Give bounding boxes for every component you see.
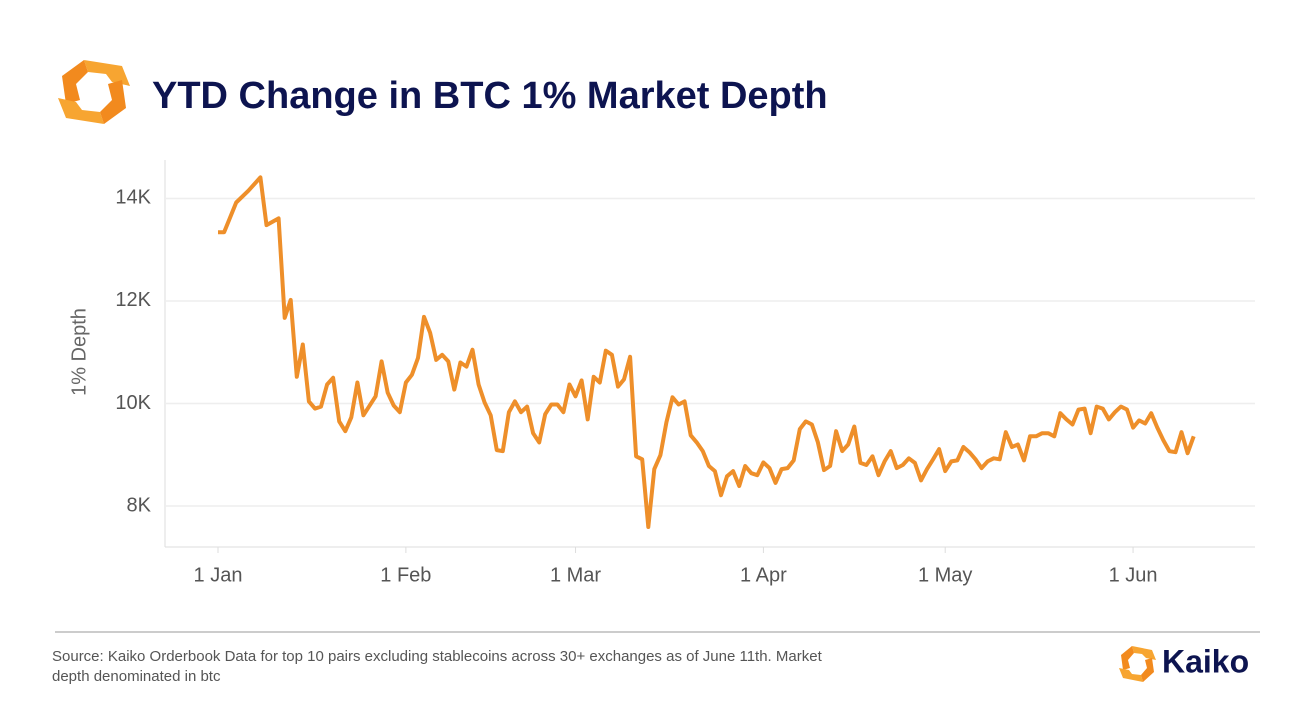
x-tick-label: 1 Jun — [1109, 564, 1158, 586]
y-tick-label: 12K — [115, 289, 151, 311]
y-tick-label: 8K — [127, 494, 152, 516]
logo-icon — [58, 60, 130, 124]
x-tick-label: 1 Apr — [740, 564, 787, 586]
y-axis-label: 1% Depth — [68, 308, 90, 396]
brand-name: Kaiko — [1162, 643, 1249, 679]
x-tick-label: 1 Jan — [194, 564, 243, 586]
data-line — [218, 175, 1196, 529]
y-tick-label: 10K — [115, 392, 151, 414]
brand-logo — [1119, 646, 1156, 682]
x-tick-label: 1 Mar — [550, 564, 601, 586]
x-tick-label: 1 Feb — [380, 564, 431, 586]
x-tick-label: 1 May — [918, 564, 972, 586]
source-note: Source: Kaiko Orderbook Data for top 10 … — [52, 648, 823, 685]
y-tick-label: 14K — [115, 187, 151, 209]
chart-title: YTD Change in BTC 1% Market Depth — [152, 75, 828, 117]
